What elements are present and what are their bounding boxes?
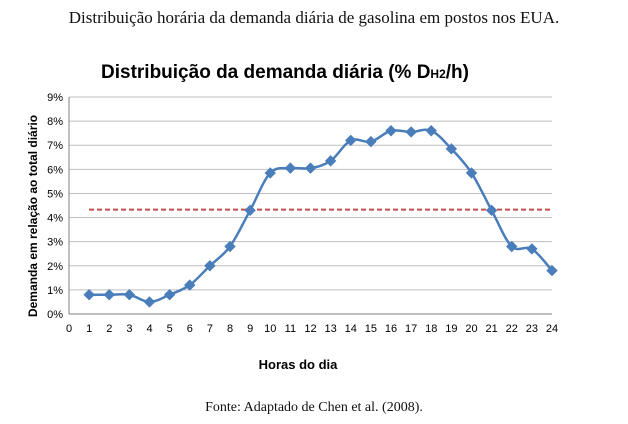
data-point [224,240,236,253]
x-tick-label: 5 [167,323,173,335]
x-tick-label: 15 [365,323,377,335]
y-tick-label: 8% [47,116,63,128]
figure-source: Fonte: Adaptado de Chen et al. (2008). [205,400,423,415]
x-tick-label: 9 [247,323,253,335]
x-tick-labels: 0 1 2 3 4 5 6 7 8 9 10 11 12 13 14 15 16 17 18 19 20 21 22 23 24 [66,323,558,335]
data-point [324,155,337,167]
x-tick-label: 4 [146,323,152,335]
x-tick-label: 13 [325,323,337,335]
data-point [123,289,136,301]
x-tick-label: 16 [385,323,397,335]
x-tick-label: 20 [465,323,477,335]
data-point [526,243,538,255]
y-tick-label: 0% [47,309,63,321]
y-tick-label: 7% [47,140,63,152]
x-tick-label: 18 [425,323,437,335]
line-chart: Distribuição da demanda diária (% DH2/h)… [26,62,558,372]
chart-title-end: /h) [446,62,469,83]
y-tick-label: 1% [47,285,63,297]
x-tick-label: 14 [345,323,357,335]
x-axis-label: Horas do dia [259,357,339,372]
series-line [89,128,553,304]
chart-title: Distribuição da demanda diária (% DH2/h) [101,62,469,83]
x-tick-label: 1 [86,323,92,335]
x-tick-label: 3 [126,323,132,335]
x-tick-label: 24 [546,323,558,335]
data-point [103,289,115,301]
y-tick-label: 5% [47,188,63,200]
data-point [506,240,518,253]
x-tick-label: 17 [405,323,417,335]
x-tick-label: 12 [304,323,316,335]
data-point [345,134,357,147]
gridlines [69,96,552,291]
y-tick-label: 3% [47,237,63,249]
x-tick-label: 11 [285,323,296,335]
data-point [405,126,417,138]
data-point [465,167,478,179]
data-point [546,264,558,277]
x-tick-label: 23 [526,323,538,335]
data-point [143,296,156,308]
x-tick-label: 7 [207,323,213,335]
data-point [304,162,317,174]
data-point [485,204,498,217]
chart-title-main: Distribuição da demanda diária (% D [101,62,430,83]
x-tick-label: 6 [187,323,193,335]
data-point [184,279,196,291]
y-tick-labels: 0% 1% 2% 3% 4% 5% 6% 7% 8% 9% [47,92,63,321]
series-group [83,125,558,308]
x-tick-label: 0 [66,323,72,335]
data-point [264,167,276,179]
chart-title-subscript: H2 [430,67,446,81]
data-point [163,289,176,301]
x-tick-label: 10 [264,323,276,335]
y-tick-label: 2% [47,261,63,273]
data-point [365,135,377,148]
data-point [385,125,397,137]
y-axis-label: Demanda em relação ao total diário [26,115,40,317]
y-tick-label: 9% [47,92,63,104]
data-point [204,260,216,272]
y-tick-label: 6% [47,164,63,176]
axes [68,97,552,315]
data-point [284,162,297,174]
x-tick-label: 19 [445,323,457,335]
x-tick-label: 21 [486,323,498,335]
y-tick-label: 4% [47,213,63,225]
x-tick-label: 8 [227,323,233,335]
data-point [244,204,256,217]
x-tick-label: 22 [506,323,518,335]
data-point [445,143,458,155]
x-tick-label: 2 [106,323,112,335]
figure-caption: Distribuição horária da demanda diária d… [68,8,560,27]
data-point [83,289,95,301]
data-point [425,125,437,137]
